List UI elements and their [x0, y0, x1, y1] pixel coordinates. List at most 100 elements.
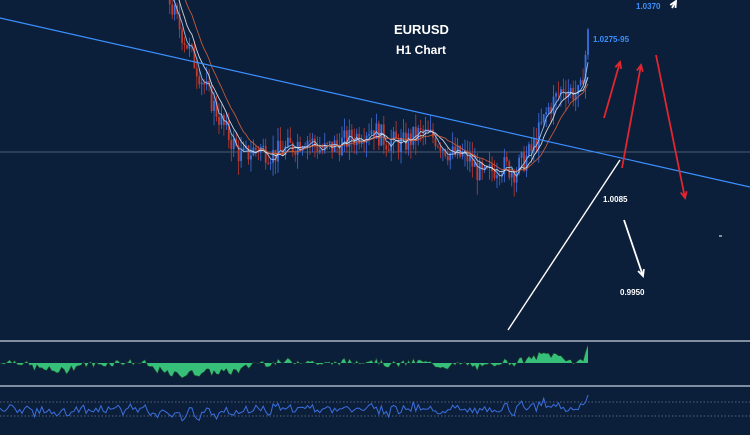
candle-body: [309, 140, 311, 142]
candle-body: [299, 141, 302, 151]
white-arrow-down-head: [637, 268, 645, 278]
candle-body: [321, 149, 324, 151]
candle-body: [412, 126, 415, 145]
candle-body: [306, 140, 309, 148]
candle-body: [385, 144, 388, 150]
candle-body: [230, 139, 233, 150]
red-arrow-up-left-head: [614, 60, 623, 70]
candle-body: [173, 5, 176, 15]
candle-body: [547, 107, 550, 113]
red-arrow-up-right: [621, 64, 642, 169]
candle-body: [496, 175, 498, 179]
candle-body: [328, 141, 331, 144]
candle-body: [188, 44, 191, 49]
candle-body: [424, 129, 427, 134]
red-arrow-up-right-head: [636, 62, 644, 72]
candle-body: [254, 147, 257, 150]
candle-body: [360, 142, 363, 144]
candle-body: [227, 120, 230, 140]
candle-body: [577, 85, 580, 95]
candle-body: [562, 89, 565, 93]
level-label-target: 1.0275-95: [593, 35, 630, 44]
candle-body: [579, 80, 582, 86]
candle-body: [282, 149, 284, 155]
candle-body: [520, 152, 523, 158]
trendlines: [0, 17, 750, 331]
candle-body: [515, 173, 518, 183]
candle-body: [210, 85, 213, 111]
candle-body: [242, 147, 245, 151]
candle-body: [218, 116, 220, 125]
candle-body: [510, 172, 513, 178]
candle-body: [437, 146, 439, 147]
candle-body: [220, 114, 223, 125]
candle-body: [530, 144, 533, 151]
candle-body: [540, 122, 543, 124]
candle-body: [478, 162, 481, 181]
candle-body: [380, 124, 383, 146]
candle-body: [567, 91, 570, 98]
candle-body: [368, 134, 370, 136]
candle-body: [400, 137, 402, 153]
level-label-support: 1.0085: [603, 195, 628, 204]
candle-body: [225, 120, 228, 126]
candle-body: [402, 132, 405, 138]
candle-body: [584, 54, 587, 85]
candle-body: [407, 133, 410, 150]
candle-body: [279, 140, 282, 150]
candle-body: [557, 93, 560, 95]
red-arrow-down-head: [680, 190, 688, 201]
candle-body: [449, 153, 452, 161]
candle-body: [446, 155, 449, 161]
candle-body: [331, 141, 334, 152]
candle-body: [213, 101, 215, 111]
candle-body: [432, 129, 434, 138]
chart-subtitle: H1 Chart: [396, 43, 447, 57]
candle-body: [397, 138, 400, 153]
candle-body: [240, 150, 243, 162]
candle-body: [473, 162, 476, 167]
candle-body: [451, 146, 454, 154]
candle-body: [469, 155, 471, 162]
candle-body: [395, 131, 398, 139]
ma-fast-line: [173, 0, 589, 178]
candle-body: [555, 93, 557, 97]
candle-body: [338, 144, 341, 156]
candle-body: [434, 137, 437, 147]
red-arrow-up-left: [603, 61, 621, 119]
oscillator-line: [0, 344, 589, 379]
candle-body: [488, 164, 491, 168]
candle-body: [422, 129, 425, 134]
candle-body: [542, 114, 545, 123]
candle-body: [318, 149, 321, 153]
candle-body: [518, 157, 521, 174]
moving-averages: [173, 0, 589, 178]
candle-body: [168, 0, 171, 5]
candle-body: [186, 44, 188, 49]
candle-body: [294, 151, 297, 155]
candle-body: [505, 157, 508, 162]
level-label-top: 1.0370: [636, 2, 661, 11]
candle-body: [272, 149, 274, 163]
candle-body: [284, 146, 287, 155]
candle-body: [587, 29, 589, 55]
candle-body: [178, 13, 181, 30]
candle-body: [200, 82, 203, 85]
candle-body: [574, 94, 577, 101]
candle-body: [392, 131, 395, 141]
candle-body: [535, 138, 538, 149]
candle-body: [343, 130, 346, 138]
candle-body: [345, 130, 348, 147]
descending-trendline: [0, 17, 750, 188]
candle-body: [247, 145, 250, 160]
candle-body: [370, 130, 373, 135]
candle-body: [523, 152, 525, 171]
candle-body: [316, 145, 319, 153]
candle-body: [537, 122, 540, 149]
rsi-line: [0, 394, 589, 422]
candle-body: [267, 162, 270, 164]
candle-body: [195, 68, 198, 77]
candle-body: [550, 107, 552, 114]
oscillator-area: [0, 344, 588, 379]
